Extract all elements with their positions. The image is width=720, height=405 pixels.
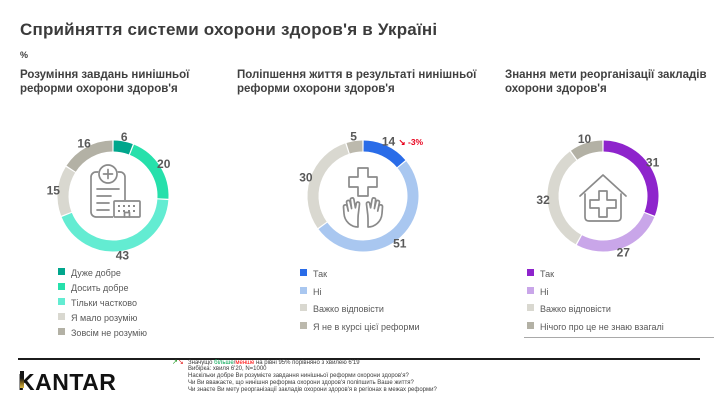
footer-divider [18, 358, 700, 360]
legend-label: Так [313, 269, 328, 279]
sample-note: Вибірка: хвиля 6'20, N=1000 [188, 366, 267, 373]
legend-swatch [527, 304, 534, 311]
segment-value-label: 31 [646, 155, 660, 169]
kantar-logo: KANTAR [18, 369, 117, 395]
note-sep: / [233, 359, 236, 366]
legend-divider [524, 337, 714, 338]
note-text: Значущо [188, 359, 215, 366]
kantar-logo-gold-bar [19, 371, 24, 388]
legend-item: Ні [527, 284, 664, 302]
legend-item: Нічого про це не знаю взагалі [527, 319, 664, 337]
legend-swatch [58, 283, 65, 290]
donut-segment [547, 151, 582, 245]
legend-label: Так [540, 269, 555, 279]
legend-label: Ні [313, 286, 322, 297]
donut-segment [570, 140, 603, 160]
footnotes: Значущо більше/менше на рівні 95% порівн… [188, 360, 437, 394]
legend-label: Я не в курсі цієї реформи [313, 321, 420, 332]
legend-label: Важко відповісти [313, 304, 384, 314]
legend-item: Я мало розумію [58, 311, 147, 326]
legend-item: Важко відповісти [527, 301, 664, 319]
legend-swatch [58, 313, 65, 320]
chart1-title: Розуміння завдань нинішньої реформи охор… [20, 69, 190, 95]
legend-item: Досить добре [58, 281, 147, 296]
legend-life-improvement: Так Ні Важко відповісти Я не в курсі ціє… [300, 266, 420, 336]
legend-label: Нічого про це не знаю взагалі [540, 321, 664, 332]
legend-label: Досить добре [71, 283, 129, 293]
legend-item: Важко відповісти [300, 301, 420, 319]
legend-swatch [58, 328, 65, 335]
legend-swatch [527, 269, 534, 276]
down-arrow-icon: ↘ [177, 359, 184, 366]
legend-swatch [527, 286, 534, 294]
note-more: більше [214, 359, 234, 366]
legend-swatch [527, 321, 534, 329]
change-annotation: ↘ -3% [399, 137, 424, 147]
donut-chart-reorganization-awareness: 31 27 32 10 [536, 132, 660, 260]
legend-label: Важко відповісти [540, 304, 611, 314]
donut-segment [603, 140, 659, 216]
legend-label: Зовсім не розумію [71, 328, 148, 338]
legend-item: Тільки частково [58, 296, 147, 311]
question-note-1: Наскільки добре Ви розумієте завдання ни… [188, 373, 409, 380]
segment-value-label: 16 [77, 136, 91, 150]
legend-item: Ні [300, 284, 420, 302]
note-text: на рівні 95% порівняно з хвилею 6'19 [254, 359, 360, 366]
legend-item: Я не в курсі цієї реформи [300, 319, 420, 337]
page-title: Сприйняття системи охорони здоров'я в Ук… [20, 20, 438, 39]
donut-chart-life-improvement: 14 ↘ -3% 51 30 5 [299, 130, 424, 252]
donut-chart-understanding: 6 20 43 15 16 [47, 130, 171, 262]
note-less: менше [235, 359, 255, 366]
up-arrow-icon: ↗ [172, 359, 178, 366]
legend-item: Зовсім не розумію [58, 326, 147, 341]
hands-cross-icon [342, 167, 384, 228]
significance-note: Значущо більше/менше на рівні 95% порівн… [188, 360, 437, 367]
legend-item: Так [300, 266, 420, 284]
segment-value-label: 10 [578, 132, 592, 146]
legend-understanding: Дуже добре Досить добре Тільки частково … [58, 266, 147, 341]
legend-swatch [300, 321, 307, 329]
segment-value-label: 43 [116, 248, 130, 262]
unit-label: % [20, 50, 29, 60]
legend-label: Ні [540, 286, 549, 297]
donut-segment [318, 161, 419, 252]
segment-value-label: 15 [47, 183, 61, 197]
segment-value-label: 14 [382, 135, 396, 149]
donut-segment [363, 140, 406, 168]
legend-swatch [58, 298, 65, 305]
donut-segment [57, 166, 76, 216]
donut-segment [576, 212, 655, 252]
legend-swatch [58, 268, 65, 275]
donut-segment [307, 143, 349, 229]
donut-segment [66, 140, 113, 172]
medical-house-icon [579, 174, 627, 222]
legend-label: Дуже добре [71, 268, 121, 278]
segment-value-label: 20 [157, 157, 171, 171]
donut-segment [129, 144, 169, 199]
significance-arrows: ↗↘ [172, 359, 184, 366]
segment-value-label: 51 [393, 236, 407, 250]
donut-segment [61, 199, 169, 252]
legend-item: Дуже добре [58, 266, 147, 281]
legend-reorganization: Так Ні Важко відповісти Нічого про це не… [527, 266, 664, 336]
question-note-3: Чи знаєте Ви мету реорганізації закладів… [188, 386, 437, 393]
chart3-title: Знання мети реорганізації закладів охоро… [505, 69, 707, 95]
segment-value-label: 30 [299, 171, 313, 185]
donut-segment [113, 140, 133, 155]
legend-item: Так [527, 266, 664, 284]
donut-segment [346, 140, 363, 154]
question-note-2: Чи Ви вважаєте, що нинішня реформа охоро… [188, 379, 414, 386]
legend-swatch [300, 304, 307, 311]
hospital-document-icon [90, 164, 141, 218]
legend-label: Тільки частково [71, 298, 137, 308]
segment-value-label: 6 [121, 130, 128, 144]
segment-value-label: 5 [350, 130, 357, 144]
segment-value-label: 27 [617, 246, 631, 260]
segment-value-label: 32 [536, 193, 550, 207]
legend-label: Я мало розумію [71, 313, 138, 323]
legend-swatch [300, 286, 307, 294]
legend-swatch [300, 269, 307, 276]
chart2-title: Поліпшення життя в результаті нинішньої … [237, 69, 477, 95]
